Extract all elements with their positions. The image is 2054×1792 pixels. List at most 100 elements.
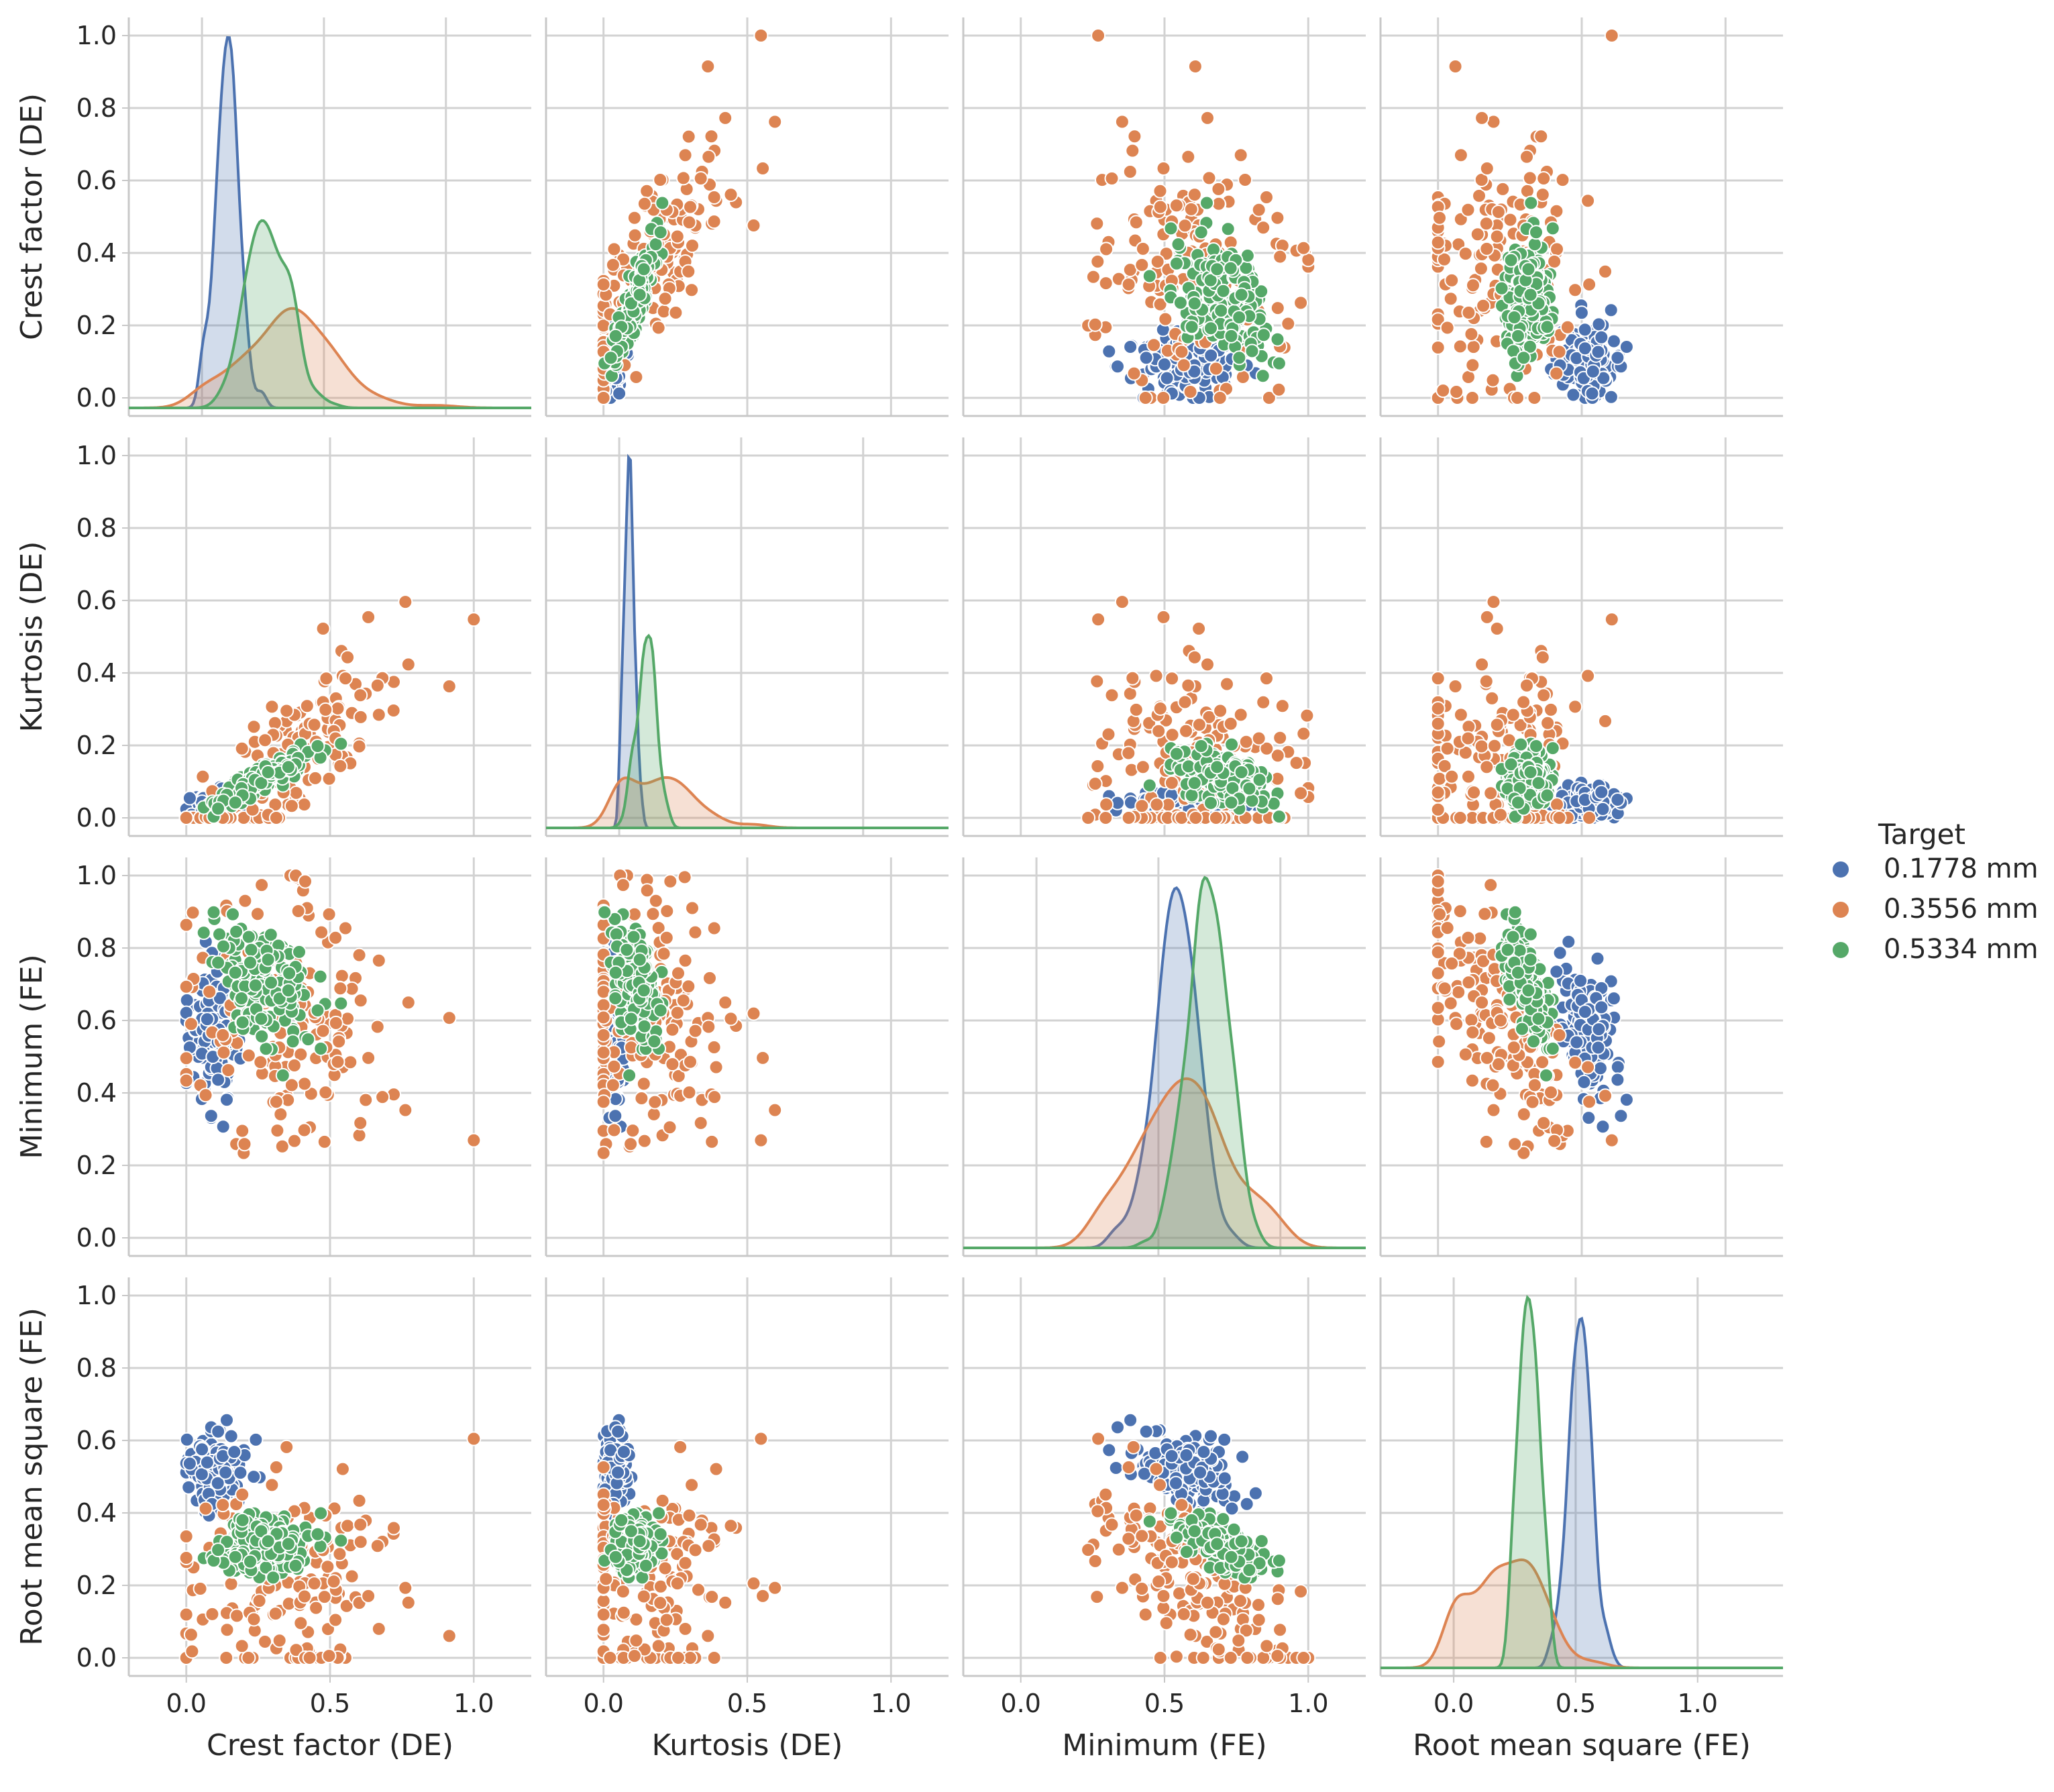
scatter-point (1181, 679, 1195, 692)
scatter-point (1546, 1042, 1560, 1055)
scatter-point (314, 970, 327, 984)
scatter-point (1128, 367, 1141, 380)
scatter-point (335, 969, 349, 983)
scatter-point (1582, 278, 1596, 291)
scatter-point (1541, 320, 1554, 333)
scatter-point (1256, 696, 1270, 709)
panel-1-0 (129, 437, 531, 836)
scatter-point (1541, 789, 1554, 802)
scatter-point (265, 700, 278, 713)
scatter-point (597, 1046, 610, 1059)
scatter-point (1454, 708, 1468, 721)
scatter-point (1281, 317, 1295, 331)
scatter-point (1520, 150, 1533, 164)
scatter-point (183, 1457, 197, 1471)
scatter-point (1210, 262, 1224, 276)
scatter-point (211, 1425, 225, 1438)
scatter-point (1147, 338, 1160, 352)
scatter-point (292, 945, 306, 959)
scatter-point (609, 329, 623, 343)
scatter-point (608, 1109, 622, 1122)
scatter-point (1150, 798, 1163, 811)
scatter-point (1220, 678, 1234, 691)
scatter-point (1445, 957, 1458, 970)
scatter-point (1586, 365, 1600, 378)
scatter-point (1507, 1041, 1521, 1054)
scatter-point (1126, 672, 1139, 685)
scatter-point (1089, 318, 1102, 331)
panel-2-1 (546, 857, 949, 1256)
scatter-point (1480, 217, 1493, 230)
scatter-point (1620, 1093, 1633, 1106)
scatter-point (677, 171, 690, 185)
panel-1-2 (963, 437, 1366, 836)
scatter-point (1459, 1048, 1472, 1061)
scatter-point (754, 29, 767, 42)
scatter-point (747, 219, 761, 232)
scatter-point (276, 1140, 289, 1153)
scatter-point (1534, 129, 1548, 143)
scatter-point (1431, 967, 1445, 980)
scatter-point (245, 943, 258, 957)
scatter-point (1524, 766, 1537, 779)
scatter-point (623, 1069, 636, 1082)
scatter-point (331, 1055, 345, 1069)
scatter-point (262, 766, 275, 779)
scatter-point (1449, 60, 1462, 73)
scatter-point (1297, 727, 1310, 741)
scatter-point (1136, 760, 1150, 774)
scatter-point (205, 1109, 218, 1122)
scatter-point (1272, 383, 1285, 397)
scatter-point (705, 1135, 718, 1149)
scatter-point (258, 733, 272, 747)
scatter-point (1294, 296, 1307, 309)
scatter-point (1091, 255, 1104, 268)
scatter-point (1222, 222, 1235, 235)
scatter-point (684, 201, 697, 214)
scatter-point (1605, 613, 1619, 626)
scatter-point (376, 1090, 389, 1104)
scatter-point (625, 1012, 638, 1026)
scatter-point (354, 710, 368, 724)
scatter-point (1536, 651, 1550, 664)
scatter-point (1577, 1075, 1590, 1089)
scatter-point (1217, 284, 1230, 298)
scatter-point (249, 1433, 262, 1446)
scatter-point (1522, 984, 1535, 997)
scatter-point (718, 996, 732, 1009)
scatter-point (354, 994, 368, 1007)
scatter-point (1599, 265, 1612, 278)
scatter-point (1300, 709, 1313, 723)
scatter-point (276, 1069, 290, 1082)
scatter-point (635, 1092, 648, 1105)
scatter-point (1431, 702, 1445, 715)
scatter-point (317, 622, 330, 635)
scatter-point (1462, 976, 1475, 989)
scatter-point (314, 1042, 327, 1055)
scatter-point (1099, 798, 1113, 811)
scatter-point (768, 115, 781, 129)
scatter-point (1556, 173, 1570, 187)
scatter-point (1087, 270, 1100, 284)
scatter-point (1271, 333, 1285, 346)
scatter-point (185, 1644, 199, 1658)
scatter-point (1179, 725, 1193, 738)
scatter-point (398, 595, 412, 609)
scatter-point (270, 1124, 284, 1137)
scatter-point (371, 679, 384, 692)
scatter-point (1491, 230, 1504, 244)
scatter-point (665, 1023, 679, 1037)
scatter-point (1160, 372, 1174, 385)
scatter-point (629, 370, 643, 384)
scatter-point (229, 966, 242, 980)
scatter-point (1246, 344, 1259, 358)
scatter-point (242, 931, 256, 944)
scatter-point (333, 982, 347, 995)
scatter-point (1154, 185, 1167, 198)
scatter-point (1586, 387, 1599, 401)
scatter-point (1480, 1135, 1493, 1149)
scatter-point (353, 949, 366, 962)
scatter-point (1594, 331, 1608, 344)
